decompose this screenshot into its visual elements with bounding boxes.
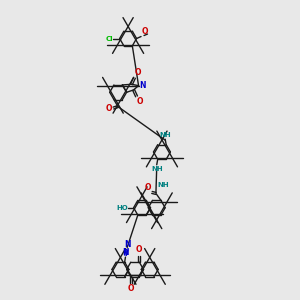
Text: O: O [136,245,142,254]
Text: N: N [124,240,130,249]
Text: O: O [128,284,134,293]
Text: NH: NH [159,132,171,138]
Text: N: N [122,248,129,256]
Text: O: O [135,68,141,77]
Text: O: O [144,183,151,192]
Text: O: O [106,104,112,113]
Text: O: O [137,98,144,106]
Text: NH: NH [157,182,169,188]
Text: O: O [141,27,148,36]
Text: HO: HO [116,205,128,211]
Text: N: N [139,81,146,90]
Text: NH: NH [151,166,163,172]
Text: Cl: Cl [105,35,113,41]
